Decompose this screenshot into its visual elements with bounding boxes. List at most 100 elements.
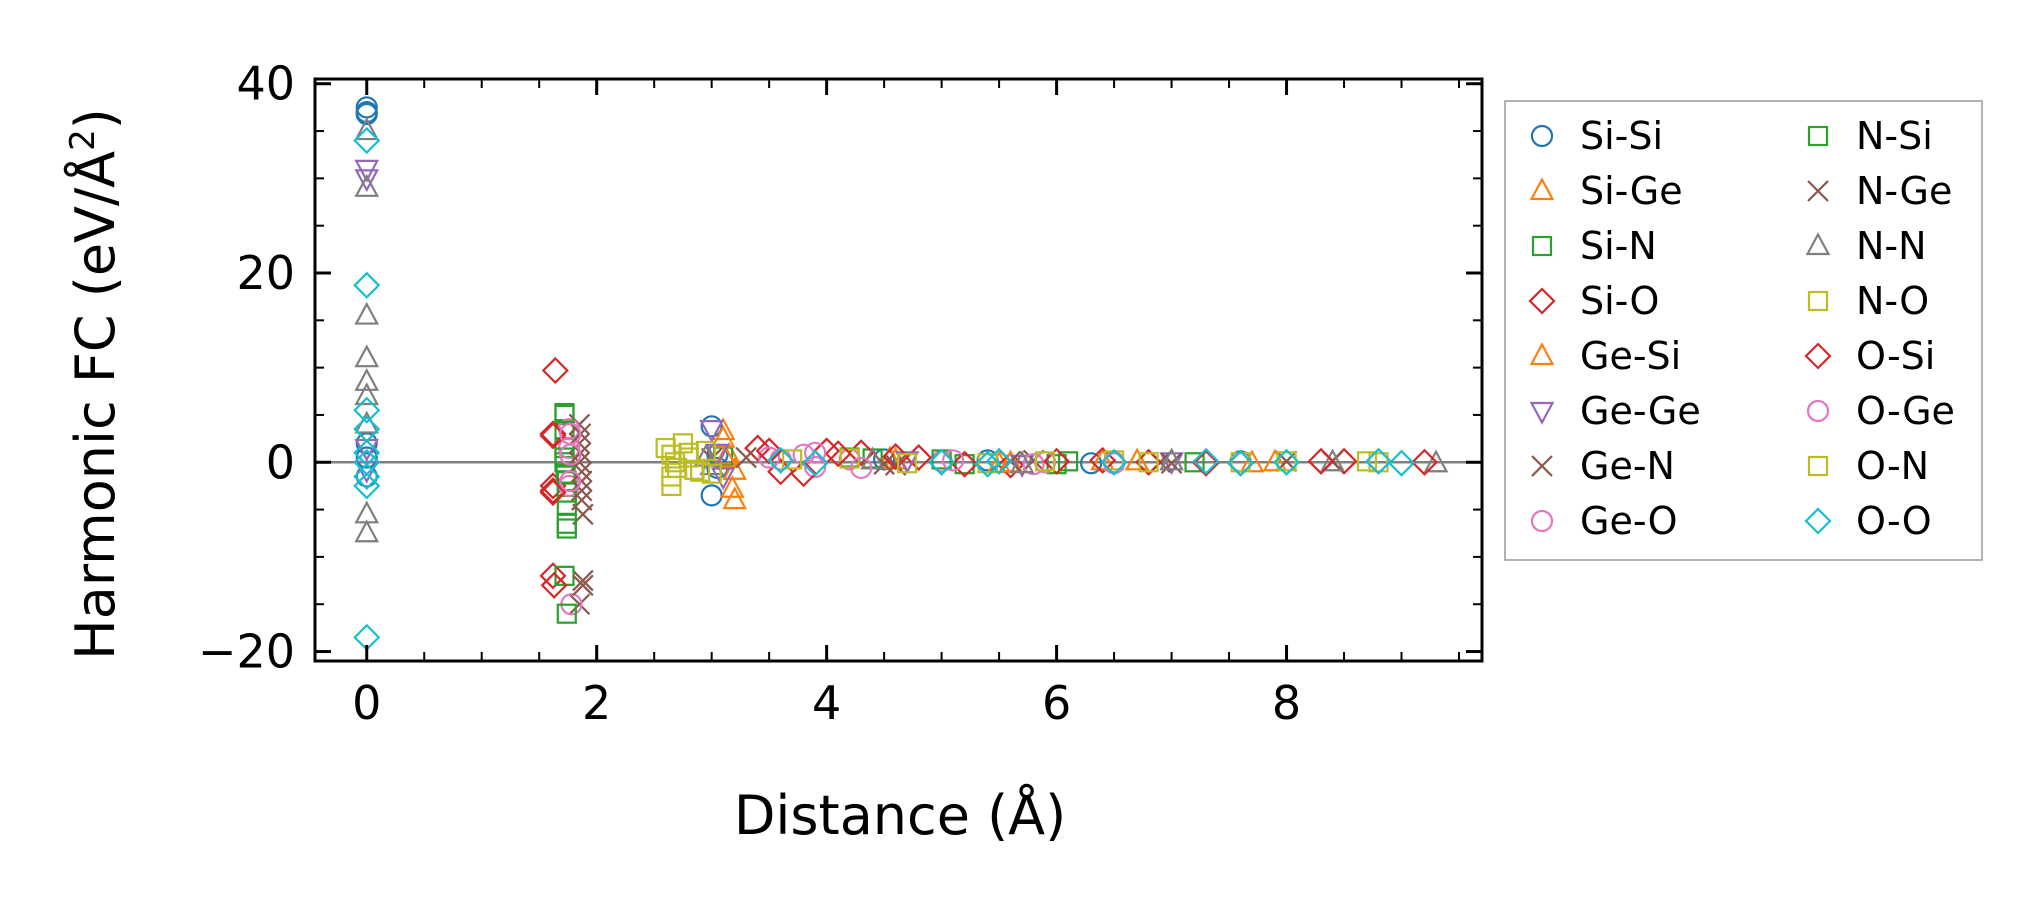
- legend-label: Ge-Si: [1580, 334, 1681, 378]
- data-point: [699, 420, 725, 443]
- legend-marker: [1805, 232, 1831, 256]
- y-axis-label-superscript: 2: [63, 129, 103, 151]
- legend-marker: [1529, 342, 1555, 366]
- series-N-N: [354, 117, 1449, 543]
- legend-marker: [1528, 287, 1556, 315]
- legend-marker: [1807, 455, 1829, 477]
- legend-label: Ge-Ge: [1580, 389, 1701, 433]
- data-point: [954, 454, 975, 475]
- data-point: [1034, 451, 1056, 472]
- data-point: [735, 446, 757, 469]
- data-point: [700, 484, 723, 507]
- data-point: [556, 603, 577, 624]
- data-point: [985, 447, 1013, 475]
- data-point: [554, 402, 575, 424]
- data-point: [354, 460, 380, 484]
- data-point: [1124, 447, 1150, 471]
- y-axis-label-main: Harmonic FC (eV/Å: [63, 151, 127, 660]
- data-point: [354, 382, 380, 406]
- series-O-Ge: [559, 422, 1126, 493]
- data-point: [804, 441, 827, 464]
- data-point: [1192, 447, 1220, 475]
- data-point: [355, 465, 378, 488]
- data-point: [672, 433, 694, 454]
- legend-marker: [1806, 399, 1830, 423]
- data-point: [1043, 447, 1071, 475]
- data-point: [1276, 451, 1297, 472]
- data-point: [1009, 450, 1035, 474]
- legend-marker: [1531, 235, 1553, 257]
- legend-marker: [1530, 124, 1554, 148]
- data-point: [554, 447, 575, 468]
- legend-label: N-Si: [1856, 114, 1933, 158]
- plot-area: [315, 96, 1482, 651]
- legend: Si-Si Si-Ge Si-N Si-O Ge-Si Ge-Ge Ge-N Ge-O N-Si…: [1504, 100, 1983, 561]
- data-point: [1138, 452, 1159, 473]
- data-point: [568, 593, 591, 615]
- legend-marker: [1530, 509, 1554, 533]
- data-point: [570, 479, 593, 502]
- series-O-N: [655, 433, 1389, 497]
- legend-marker: [1807, 180, 1829, 202]
- data-point: [1079, 452, 1103, 475]
- data-point: [1226, 449, 1255, 477]
- y-tick-label: 20: [236, 246, 295, 300]
- x-axis-label: Distance (Å): [734, 783, 1066, 847]
- data-point: [1090, 447, 1115, 471]
- x-tick-label: 4: [812, 676, 841, 730]
- data-point: [354, 519, 380, 543]
- plot-frame: [313, 77, 1484, 663]
- data-point: [353, 396, 381, 424]
- data-point: [951, 450, 979, 478]
- y-tick-label: 40: [236, 57, 295, 111]
- data-point: [1368, 452, 1389, 473]
- data-point: [355, 102, 378, 126]
- data-point: [353, 462, 381, 491]
- data-point: [790, 460, 818, 488]
- y-tick-label: −20: [198, 625, 295, 679]
- x-tick-label: 6: [1042, 676, 1071, 730]
- data-point: [710, 424, 736, 448]
- data-point: [572, 574, 594, 597]
- data-point: [570, 460, 593, 483]
- data-point: [354, 174, 380, 197]
- data-point: [1262, 448, 1288, 472]
- data-point: [540, 571, 568, 599]
- data-point: [1410, 448, 1439, 476]
- data-point: [559, 443, 582, 466]
- data-point: [701, 463, 722, 484]
- data-point: [661, 475, 682, 497]
- data-point: [850, 456, 873, 480]
- data-point: [559, 470, 582, 493]
- data-point: [690, 461, 711, 482]
- data-point: [744, 434, 772, 462]
- data-point: [541, 356, 569, 385]
- data-point: [710, 467, 736, 491]
- x-tick-label: 0: [352, 676, 381, 730]
- legend-label: Si-O: [1580, 279, 1659, 323]
- y-axis-label-close: ): [64, 108, 127, 129]
- legend-label: Si-N: [1580, 224, 1657, 268]
- legend-box: [1504, 100, 1983, 561]
- data-point: [354, 368, 380, 391]
- data-point: [1159, 447, 1184, 471]
- data-point: [539, 478, 567, 507]
- y-tick-label: 0: [266, 435, 295, 489]
- data-point: [755, 437, 783, 465]
- data-point: [713, 444, 738, 468]
- legend-marker: [1807, 125, 1829, 147]
- data-point: [782, 449, 803, 470]
- data-point: [353, 126, 381, 155]
- x-tick-label: 2: [582, 676, 611, 730]
- legend-label: O-Si: [1856, 334, 1935, 378]
- data-point: [860, 446, 885, 470]
- data-point: [1423, 449, 1449, 473]
- data-point: [974, 450, 1002, 478]
- data-point: [804, 455, 827, 479]
- legend-marker: [1804, 507, 1832, 535]
- data-point: [722, 486, 748, 510]
- data-point: [758, 446, 781, 469]
- data-point: [1184, 452, 1205, 473]
- data-point: [1057, 451, 1079, 472]
